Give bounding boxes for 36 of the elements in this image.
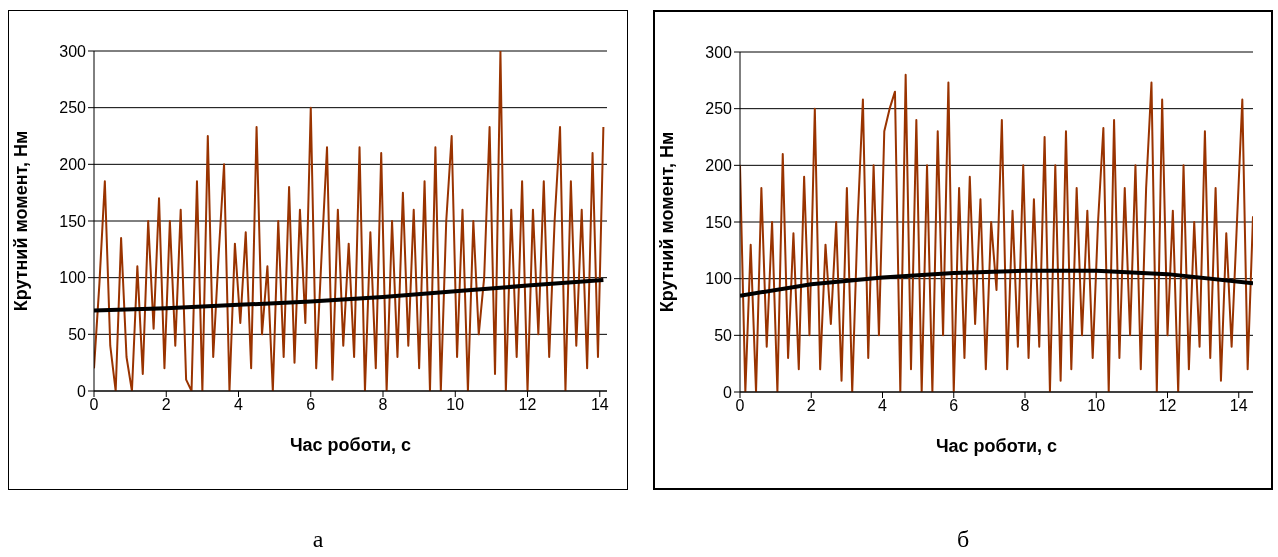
x-tick-label: 6	[949, 397, 959, 415]
x-tick-label: 14	[1229, 397, 1248, 415]
x-tick-label: 2	[161, 396, 171, 414]
y-axis-title: Крутний момент, Нм	[657, 131, 678, 313]
text: б	[955, 526, 971, 553]
x-tick-label: 10	[446, 396, 465, 414]
x-tick-label: 14	[590, 396, 609, 414]
x-tick-label: 12	[1158, 397, 1177, 415]
x-tick-label: 12	[518, 396, 537, 414]
text: а	[311, 526, 325, 553]
y-tick-label: 150	[59, 212, 87, 230]
x-tick-label: 4	[878, 397, 888, 415]
y-tick-label: 300	[705, 43, 733, 61]
y-tick-label: 250	[59, 99, 87, 117]
x-tick-label: 4	[234, 396, 244, 414]
x-tick-label: 2	[806, 397, 816, 415]
x-axis-title: Час роботи, с	[935, 436, 1058, 456]
y-tick-label: 100	[59, 269, 87, 287]
y-tick-label: 50	[714, 327, 733, 345]
x-tick-label: 0	[89, 396, 99, 414]
y-tick-label: 0	[723, 383, 733, 401]
x-axis-title: Час роботи, с	[289, 435, 412, 455]
x-tick-label: 8	[1020, 397, 1030, 415]
y-tick-label: 50	[68, 326, 87, 344]
y-axis-title: Крутний момент, Нм	[11, 130, 32, 312]
x-tick-label: 8	[378, 396, 388, 414]
y-tick-label: 0	[77, 382, 87, 400]
y-tick-label: 150	[705, 213, 733, 231]
y-tick-label: 200	[59, 156, 87, 174]
y-tick-label: 250	[705, 100, 733, 118]
y-tick-label: 300	[59, 42, 87, 60]
x-tick-label: 10	[1087, 397, 1106, 415]
y-tick-label: 200	[705, 157, 733, 175]
y-tick-label: 100	[705, 270, 733, 288]
x-tick-label: 6	[306, 396, 316, 414]
x-tick-label: 0	[735, 397, 745, 415]
